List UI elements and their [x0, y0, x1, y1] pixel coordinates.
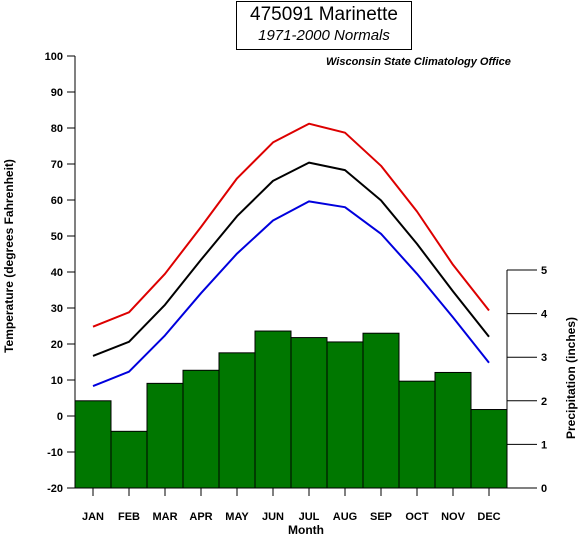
y-tick-label: 0: [57, 411, 63, 423]
y-tick-label: 20: [51, 339, 63, 351]
x-tick-label-jan: JAN: [82, 511, 104, 523]
precip-bar-oct: [398, 380, 436, 489]
temperature-lines: [92, 122, 490, 388]
x-tick-label-jul: JUL: [299, 511, 320, 523]
y-tick-label: 70: [51, 159, 63, 171]
y-tick-label: 60: [51, 195, 63, 207]
precip-bar-may: [218, 352, 256, 489]
y-tick-label: 100: [45, 51, 63, 63]
x-tick-label-dec: DEC: [477, 511, 500, 523]
precip-bar-feb: [110, 430, 148, 489]
y2-tick-label: 5: [541, 265, 547, 277]
y2-tick-label: 0: [541, 483, 547, 495]
precip-bar-sep: [362, 332, 400, 489]
max-temp-line: [92, 122, 490, 328]
mean-temp-line: [92, 161, 490, 357]
x-tick-label-feb: FEB: [118, 511, 140, 523]
precip-bar-nov: [434, 371, 472, 489]
y-tick-label: 80: [51, 123, 63, 135]
y-tick-label: -10: [47, 447, 63, 459]
y2-tick-label: 1: [541, 439, 547, 451]
y-tick-label: 90: [51, 87, 63, 99]
x-axis-label: Month: [288, 523, 324, 537]
y-tick-label: 10: [51, 375, 63, 387]
y-tick-label: 30: [51, 303, 63, 315]
chart-subtitle: 1971-2000 Normals: [258, 27, 390, 44]
x-tick-label-nov: NOV: [441, 511, 466, 523]
y2-tick-label: 4: [541, 309, 548, 321]
precip-bar-jan: [74, 400, 112, 489]
precip-bar-dec: [470, 409, 508, 489]
y2-axis-label: Precipitation (inches): [564, 317, 578, 439]
y2-tick-label: 3: [541, 352, 547, 364]
precipitation-bars: [74, 330, 508, 489]
x-tick-label-mar: MAR: [152, 511, 177, 523]
min-temp-line: [92, 200, 490, 388]
precip-bar-jun: [254, 330, 292, 489]
y-tick-label: -20: [47, 483, 63, 495]
x-tick-label-aug: AUG: [333, 511, 357, 523]
precip-bar-apr: [182, 369, 220, 489]
x-tick-label-sep: SEP: [370, 511, 392, 523]
precip-bar-mar: [146, 382, 184, 489]
x-tick-label-jun: JUN: [262, 511, 284, 523]
precip-bar-aug: [326, 341, 364, 489]
y-tick-label: 50: [51, 231, 63, 243]
y2-tick-label: 2: [541, 396, 547, 408]
chart-title: 475091 Marinette: [250, 4, 398, 25]
x-tick-label-may: MAY: [225, 511, 249, 523]
y-axis-label: Temperature (degrees Fahrenheit): [2, 159, 16, 353]
x-tick-label-apr: APR: [189, 511, 212, 523]
y-tick-label: 40: [51, 267, 63, 279]
source-note: Wisconsin State Climatology Office: [326, 56, 511, 68]
title-box: 475091 Marinette 1971-2000 Normals: [236, 1, 412, 50]
precip-bar-jul: [290, 337, 328, 489]
x-tick-label-oct: OCT: [405, 511, 429, 523]
